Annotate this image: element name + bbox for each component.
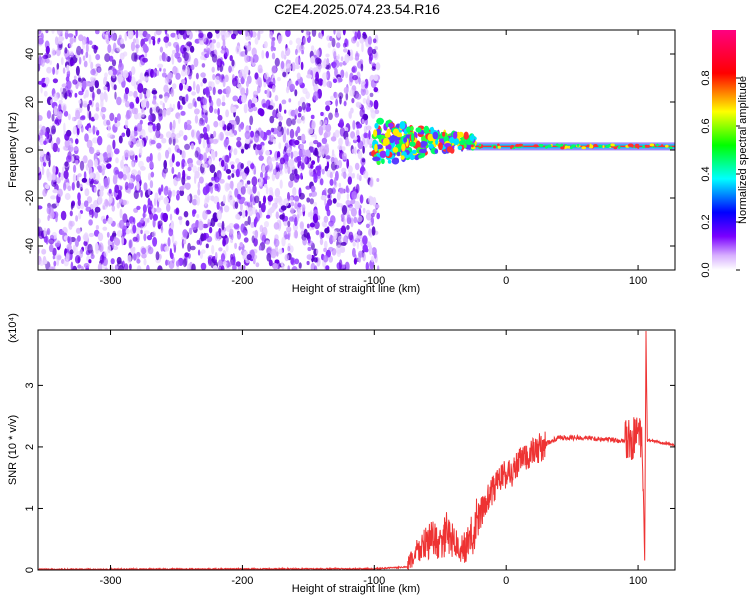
spectrogram-xtick-label: -200 bbox=[231, 275, 253, 287]
colorbar-tick-label: 0.6 bbox=[700, 118, 712, 133]
snr-xtick-label: -200 bbox=[231, 575, 253, 587]
figure-title: C2E4.2025.074.23.54.R16 bbox=[274, 1, 440, 17]
spectrogram-ytick-label: -40 bbox=[24, 238, 36, 254]
snr-xtick-label: -100 bbox=[363, 575, 385, 587]
spectrogram-ylabel: Frequency (Hz) bbox=[7, 112, 19, 188]
spectrogram-xlabel: Height of straight line (km) bbox=[292, 283, 420, 295]
snr-ytick-label: 2 bbox=[24, 444, 36, 450]
colorbar-tick-label: 0.2 bbox=[700, 214, 712, 229]
snr-xtick-label: -300 bbox=[100, 575, 122, 587]
spectrogram-ytick-label: 20 bbox=[24, 96, 36, 108]
spectrogram-ytick-label: 40 bbox=[24, 48, 36, 60]
colorbar-tick-label: 0.4 bbox=[700, 166, 712, 181]
colorbar-tick-label: 0.0 bbox=[700, 262, 712, 277]
spectrogram-xtick-label: -300 bbox=[100, 275, 122, 287]
snr-multiplier: (x10⁴) bbox=[7, 313, 19, 343]
snr-ylabel: SNR (10 * v/v) bbox=[7, 415, 19, 485]
spectrogram-xtick-label: 100 bbox=[629, 275, 647, 287]
spectrogram-xtick-label: 0 bbox=[503, 275, 509, 287]
snr-xtick-label: 100 bbox=[629, 575, 647, 587]
colorbar-ticks: 0.0 0.2 0.4 0.6 0.8 bbox=[700, 70, 740, 278]
snr-ytick-label: 0 bbox=[24, 567, 36, 573]
spectrogram-ytick-label: 0 bbox=[24, 147, 36, 153]
snr-ytick-label: 1 bbox=[24, 505, 36, 511]
snr-frame bbox=[37, 329, 676, 571]
snr-ticks: -300 -200 -100 0 100 0 1 2 3 bbox=[24, 330, 675, 587]
snr-xtick-label: 0 bbox=[503, 575, 509, 587]
colorbar-tick-label: 0.8 bbox=[700, 70, 712, 85]
snr-ytick-label: 3 bbox=[24, 382, 36, 388]
snr-xlabel: Height of straight line (km) bbox=[292, 583, 420, 595]
colorbar-label: Normalized spectral amplitude bbox=[737, 76, 749, 224]
snr-panel: -300 -200 -100 0 100 0 1 2 3 Height of straight … bbox=[7, 313, 676, 595]
spectrogram-xtick-label: -100 bbox=[363, 275, 385, 287]
spectrogram-image bbox=[38, 30, 675, 270]
colorbar-gradient bbox=[712, 30, 736, 270]
spectrogram-ytick-label: -20 bbox=[24, 190, 36, 206]
snr-series-line bbox=[38, 330, 675, 570]
colorbar: 0.0 0.2 0.4 0.6 0.8 Normalized spectral ampl… bbox=[700, 30, 749, 278]
